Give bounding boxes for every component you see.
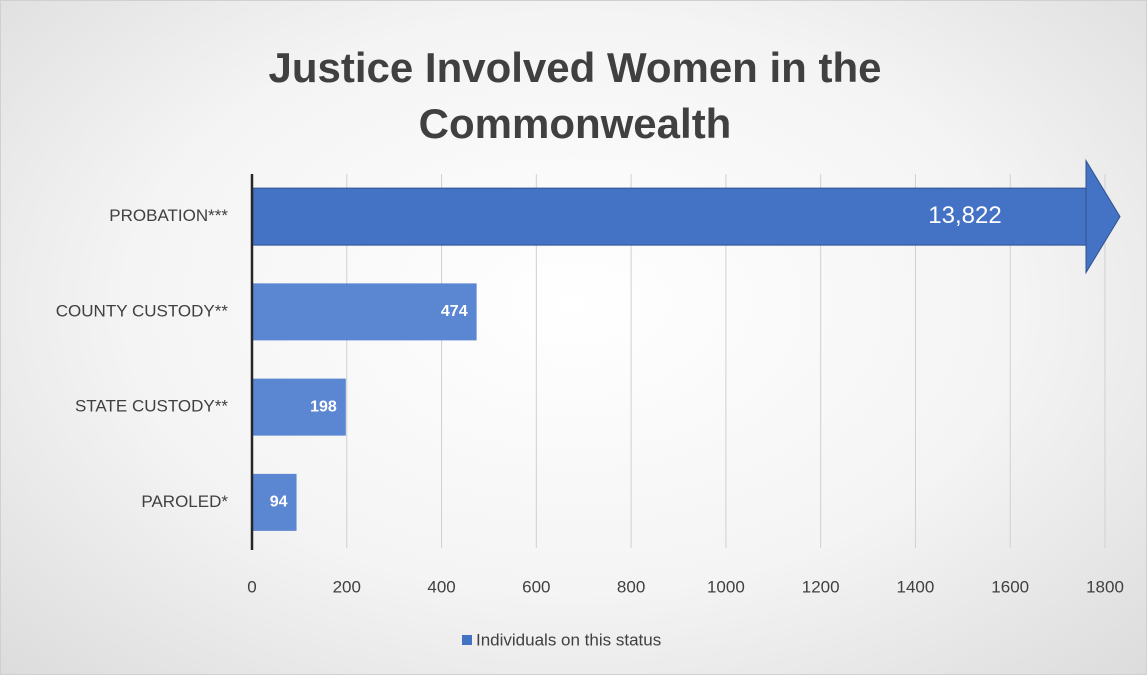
- value-label: 13,822: [928, 202, 1001, 229]
- bar: [252, 187, 1088, 246]
- x-tick-label: 0: [247, 577, 256, 596]
- x-tick-label: 1000: [707, 577, 745, 596]
- bar: [252, 473, 297, 531]
- y-tick-label: COUNTY CUSTODY**: [56, 301, 229, 320]
- y-tick-label: PROBATION***: [109, 206, 228, 225]
- x-tick-label: 600: [522, 577, 550, 596]
- bar: [252, 283, 477, 341]
- x-tick-label: 1600: [991, 577, 1029, 596]
- legend-label: Individuals on this status: [476, 630, 661, 649]
- legend-swatch: [462, 635, 472, 645]
- y-tick-label: PAROLED*: [141, 492, 228, 511]
- x-tick-label: 400: [427, 577, 455, 596]
- y-tick-label: STATE CUSTODY**: [75, 397, 228, 416]
- x-tick-label: 800: [617, 577, 645, 596]
- value-label: 474: [441, 303, 468, 320]
- bar-group: [252, 187, 1088, 246]
- bar: [252, 378, 346, 436]
- value-label: 94: [270, 494, 288, 511]
- arrow-head: [1085, 158, 1121, 275]
- x-tick-label: 1400: [897, 577, 935, 596]
- x-tick-label: 200: [333, 577, 361, 596]
- x-tick-label: 1800: [1086, 577, 1124, 596]
- x-tick-label: 1200: [802, 577, 840, 596]
- value-label: 198: [310, 398, 337, 415]
- chart-title: Justice Involved Women in the Commonweal…: [268, 44, 882, 147]
